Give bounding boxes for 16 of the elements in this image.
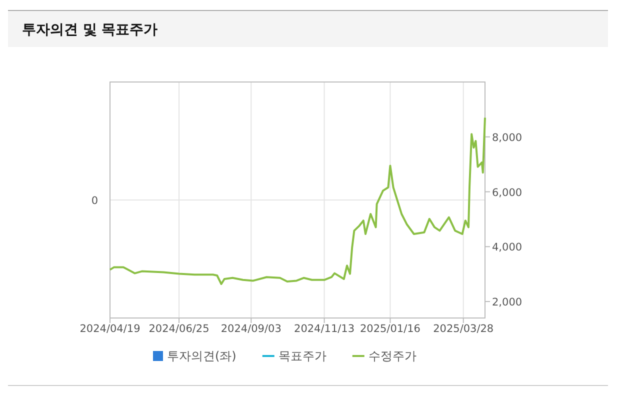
y2-tick-label: 8,000 (492, 132, 522, 144)
x-tick-label: 2024/09/03 (220, 323, 282, 335)
x-tick-label: 2024/04/19 (80, 323, 140, 335)
text: 0 (91, 195, 98, 207)
x-tick-label: 2025/03/28 (433, 323, 494, 335)
y2-tick-label: 4,000 (492, 242, 522, 254)
line-series (109, 116, 486, 285)
x-tick-label: 2025/01/16 (360, 323, 421, 335)
y2-tick-label: 2,000 (492, 296, 522, 309)
x-tick-label: 2024/11/13 (294, 323, 355, 335)
legend-label: 수정주가 (368, 349, 416, 363)
legend-label: 목표주가 (278, 349, 326, 363)
legend-label: 투자의견(좌) (167, 349, 236, 363)
y2-tick-label: 6,000 (492, 186, 522, 199)
chart-title: 투자의견 및 목표주가 (22, 22, 158, 38)
x-tick-label: 2024/06/25 (148, 323, 210, 335)
